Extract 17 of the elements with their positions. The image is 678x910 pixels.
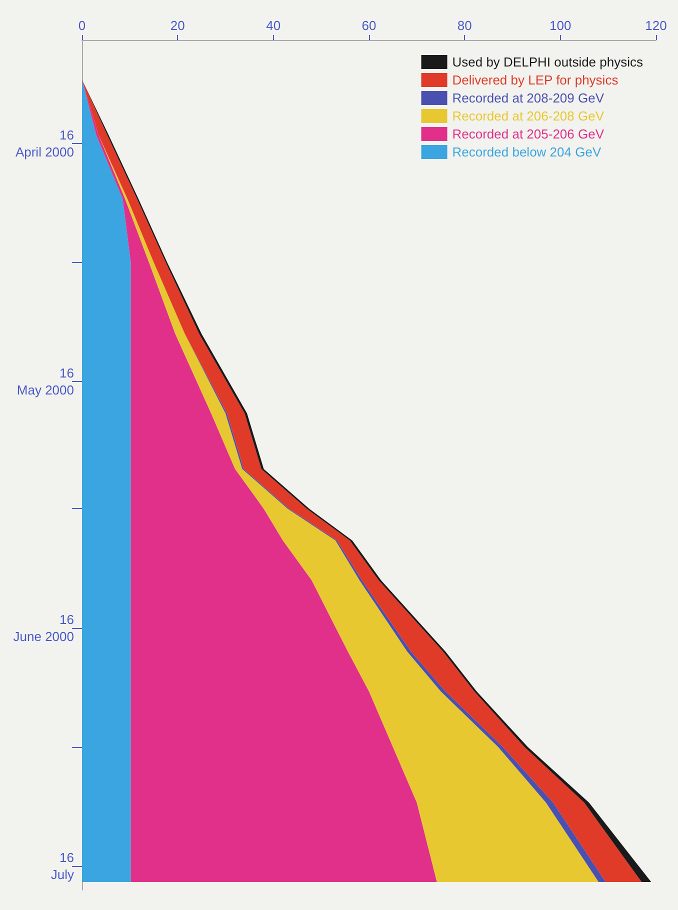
- x-tick-label: 120: [645, 18, 667, 33]
- y-tick-label: 16 May 2000: [16, 366, 74, 398]
- x-tick-label: 40: [266, 18, 281, 33]
- legend-label: Recorded below 204 GeV: [452, 144, 602, 160]
- x-tick-label: 100: [549, 18, 572, 33]
- x-tick-label: 20: [170, 18, 185, 33]
- x-tick-label: 0: [78, 18, 86, 33]
- x-tick-label: 60: [362, 18, 376, 33]
- legend-label: Used by DELPHI outside physics: [452, 54, 644, 70]
- legend-label: Delivered by LEP for physics: [452, 72, 619, 88]
- legend-label: Recorded at 206-208 GeV: [452, 108, 604, 124]
- legend-label: Recorded at 208-209 GeV: [452, 90, 604, 106]
- y-tick-label: 16 June 2000: [13, 612, 74, 644]
- y-tick-label: 16 April 2000: [15, 127, 74, 160]
- y-tick-label: 16 July: [50, 850, 74, 882]
- x-tick-label: 80: [457, 18, 472, 33]
- legend-label: Recorded at 205-206 GeV: [452, 126, 604, 142]
